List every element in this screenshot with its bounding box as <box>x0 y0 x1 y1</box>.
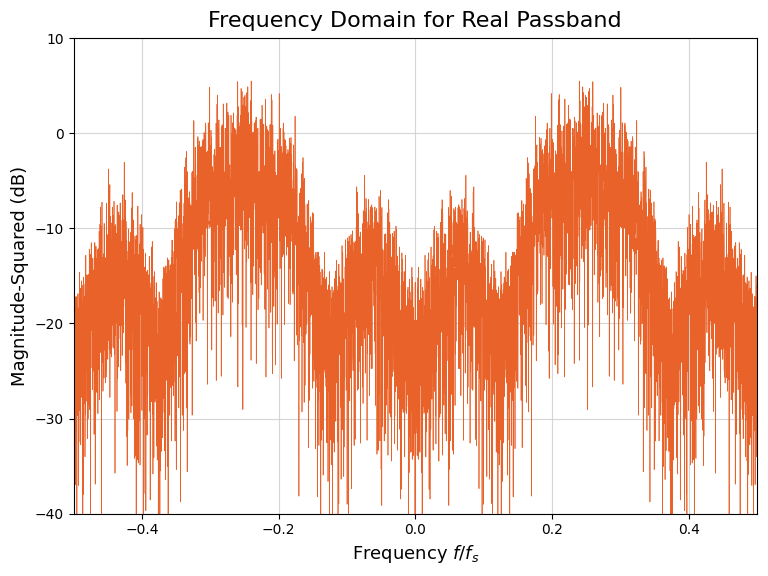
Title: Frequency Domain for Real Passband: Frequency Domain for Real Passband <box>208 11 622 31</box>
Y-axis label: Magnitude-Squared (dB): Magnitude-Squared (dB) <box>11 166 29 386</box>
X-axis label: Frequency $f/f_s$: Frequency $f/f_s$ <box>352 543 479 565</box>
